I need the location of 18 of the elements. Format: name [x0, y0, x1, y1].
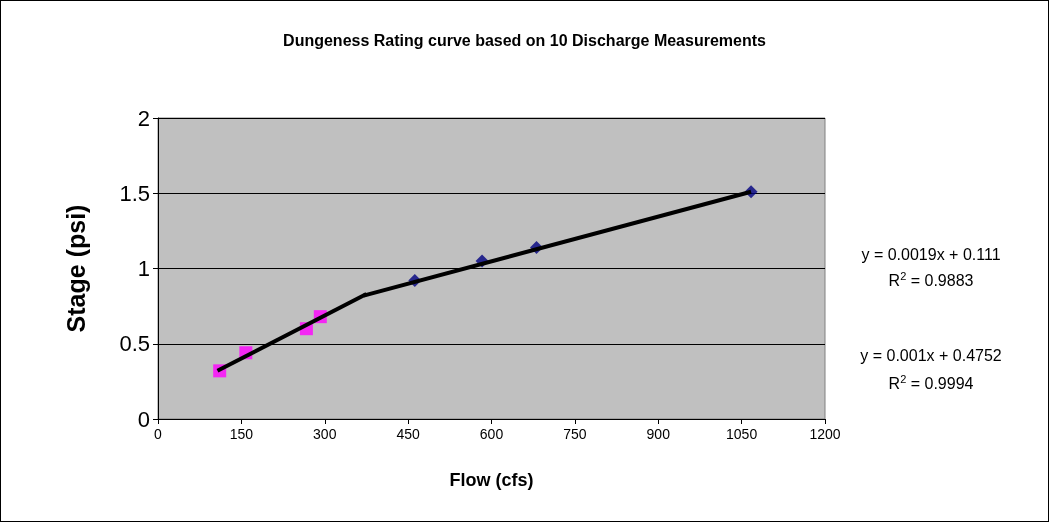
x-tick-label: 450: [396, 426, 421, 442]
chart-title: Dungeness Rating curve based on 10 Discharge Measurements: [283, 31, 767, 49]
x-tick-label: 0: [154, 426, 163, 442]
x-tick-label: 1200: [809, 426, 841, 442]
x-tick-label: 150: [229, 426, 254, 442]
y-tick-label: 0.5: [119, 331, 150, 357]
y-axis-title: Stage (psi): [61, 204, 90, 333]
x-axis-title: Flow (cfs): [449, 470, 534, 490]
x-tick-label: 1050: [726, 426, 758, 442]
text: y = 0.001x + 0.4752: [860, 346, 1002, 364]
x-tick-label: 750: [563, 426, 587, 442]
y-tick-label: 2: [137, 105, 150, 131]
y-tick-label: 1.5: [119, 180, 150, 206]
y-tick-label: 1: [137, 256, 150, 281]
x-tick-label: 900: [646, 426, 671, 442]
text: y = 0.0019x + 0.111: [861, 245, 1001, 263]
x-tick-label: 600: [479, 426, 504, 442]
x-tick-label: 300: [313, 426, 337, 442]
